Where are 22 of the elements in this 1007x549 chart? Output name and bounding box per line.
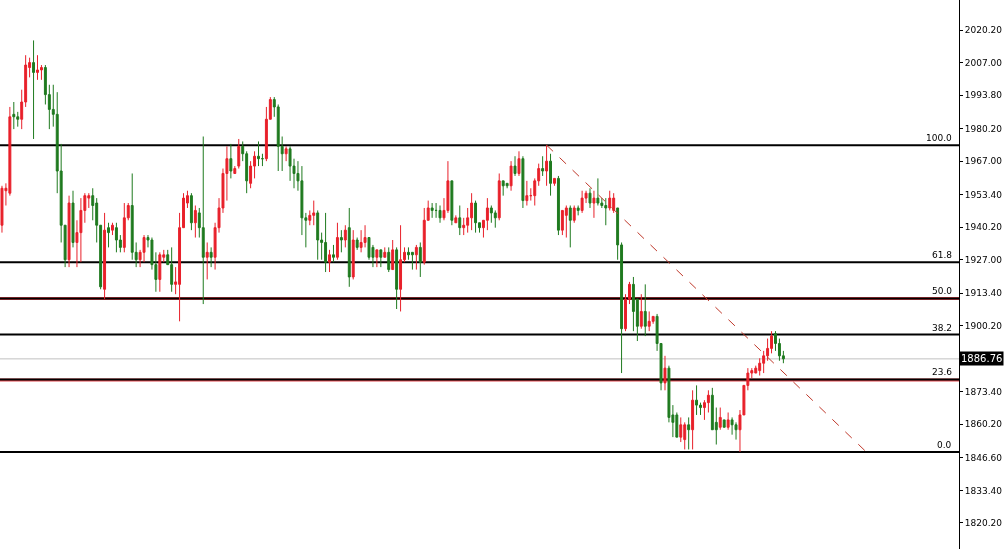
y-tick-label: 1833.40 — [964, 485, 1003, 496]
y-tick-label: 1820.20 — [964, 518, 1003, 529]
y-tick-label: 2020.20 — [964, 25, 1003, 36]
annotation: 50.0 — [932, 286, 953, 296]
y-tick-label: 1993.80 — [964, 90, 1003, 101]
y-tick-label: 1900.20 — [964, 320, 1003, 331]
y-tick-label: 1953.40 — [964, 189, 1003, 200]
annotation: 100.0 — [926, 133, 953, 143]
y-tick-label: 2007.00 — [964, 57, 1003, 68]
y-tick-label: 1967.00 — [964, 156, 1003, 167]
annotation: 61.8 — [932, 250, 953, 260]
y-tick-label: 1913.40 — [964, 288, 1003, 299]
y-tick-label: 1860.20 — [964, 419, 1003, 430]
annotation: 38.2 — [932, 323, 953, 333]
annotation: 23.6 — [932, 367, 953, 377]
y-tick-label: 1940.20 — [964, 222, 1003, 233]
y-tick-label: 1846.60 — [964, 452, 1003, 463]
ref-line-label: 1886.76 — [961, 353, 1003, 364]
y-tick-label: 1927.00 — [964, 254, 1003, 265]
y-tick-label: 1873.40 — [964, 386, 1003, 397]
annotation: 0.0 — [937, 440, 952, 450]
y-tick-label: 1980.20 — [964, 123, 1003, 134]
